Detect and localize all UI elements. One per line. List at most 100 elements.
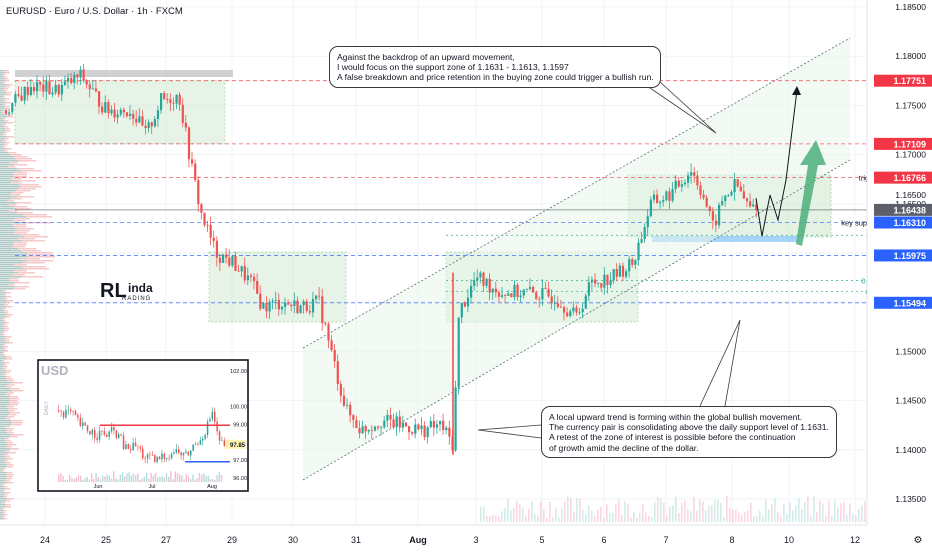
volume-profile-bar — [0, 490, 3, 492]
volume-profile-bar — [0, 160, 19, 162]
inset-candle-body — [190, 450, 192, 456]
volume-profile-bar — [0, 226, 14, 228]
callout-bottom-pointer-left — [477, 424, 542, 439]
volume-profile-bar — [0, 514, 4, 516]
candle-body — [541, 287, 544, 300]
inset-title: USD — [41, 363, 68, 378]
volume-bar — [696, 511, 698, 522]
candle-body — [383, 420, 386, 428]
candle-body — [237, 270, 240, 272]
time-tick-label: 25 — [101, 535, 111, 545]
volume-profile-bar — [0, 480, 5, 482]
candle-body — [752, 204, 755, 207]
volume-profile-bar — [0, 132, 4, 134]
volume-profile-bar — [0, 70, 5, 72]
volume-profile-bar — [0, 210, 9, 212]
volume-profile-bar — [0, 516, 3, 518]
volume-bar — [513, 507, 515, 522]
volume-bar — [675, 496, 677, 522]
volume-profile-bar — [0, 92, 6, 94]
candle-body — [714, 220, 718, 226]
candle-body — [525, 289, 528, 290]
candle-body — [693, 172, 696, 176]
settings-icon: ⚙ — [914, 535, 923, 546]
inset-volume-bar — [172, 479, 174, 482]
candle-body — [60, 84, 63, 95]
volume-bar — [642, 504, 644, 522]
volume-bar — [759, 510, 761, 522]
candle-body — [144, 125, 147, 129]
volume-profile-bar — [0, 200, 8, 202]
volume-bar — [741, 514, 743, 522]
volume-profile-bar — [0, 516, 5, 518]
inset-volume-bar — [185, 473, 187, 482]
candle-body — [628, 259, 631, 272]
candle-body — [355, 419, 358, 429]
volume-profile-bar — [0, 476, 7, 478]
volume-profile-bar — [0, 320, 3, 322]
volume-bar — [495, 515, 497, 522]
candle-body — [11, 102, 14, 113]
volume-bar — [699, 499, 701, 522]
candle-body — [392, 419, 395, 428]
volume-profile-bar — [0, 398, 10, 400]
inset-volume-bar — [168, 476, 170, 482]
volume-profile-bar — [0, 328, 5, 330]
candle-body — [504, 295, 507, 296]
inset-volume-bar — [141, 478, 143, 482]
price-axis[interactable]: 1.185001.180001.175001.170001.165001.160… — [866, 0, 932, 550]
inset-candle-body — [158, 456, 161, 460]
volume-profile-bar — [0, 372, 5, 374]
candle-body — [519, 295, 522, 297]
volume-profile-bar — [0, 298, 4, 300]
volume-bar — [600, 506, 602, 522]
candle-body — [39, 82, 42, 85]
inset-candle-body — [216, 421, 218, 432]
inset-candle-body — [103, 430, 106, 435]
volume-bar — [504, 507, 506, 522]
inset-volume-bar — [198, 472, 201, 482]
volume-bar — [828, 500, 830, 522]
candle-body — [327, 324, 330, 341]
volume-profile-bar — [0, 198, 11, 200]
candle-body — [724, 195, 727, 202]
inset-candle-body — [60, 411, 62, 413]
candle-body — [556, 303, 559, 307]
candle-body — [26, 86, 29, 96]
volume-bar — [588, 505, 590, 522]
inset-volume-bar — [80, 475, 82, 482]
inset-volume-bar — [110, 478, 113, 482]
candle-body — [54, 84, 57, 93]
volume-profile-bar — [0, 164, 14, 166]
inset-candle-body — [209, 419, 211, 422]
candle-body — [532, 287, 535, 293]
volume-bar — [582, 509, 584, 522]
candle-body — [228, 257, 231, 266]
inset-candle-body — [79, 417, 82, 426]
volume-bar — [789, 502, 791, 522]
volume-bar — [555, 508, 557, 522]
volume-profile-bar — [0, 436, 9, 438]
candle-body — [212, 237, 215, 241]
candle-body — [209, 224, 212, 238]
time-tick-label: 5 — [539, 535, 544, 545]
time-axis[interactable]: 24 25 27 29 30 31 Aug 3 5 6 7 8 10 12 ⚙ — [0, 524, 923, 546]
candle-body — [625, 271, 628, 277]
channel-fill — [303, 38, 850, 480]
candle-body — [578, 312, 581, 313]
inset-candle-body — [197, 444, 199, 446]
candle-body — [160, 93, 163, 111]
inset-volume-bar — [77, 475, 80, 482]
candle-body — [395, 416, 398, 428]
volume-bar — [573, 511, 575, 522]
volume-profile-bar — [0, 98, 10, 100]
time-tick-label: 24 — [40, 535, 50, 545]
projection-path — [477, 81, 826, 439]
volume-profile-bar — [0, 508, 3, 510]
volume-profile-bar — [0, 446, 6, 448]
inset-candle-body — [144, 458, 146, 459]
candle-body — [191, 159, 194, 164]
volume-profile-bar — [0, 290, 7, 292]
candle-body — [305, 301, 308, 312]
volume-bar — [507, 498, 509, 522]
